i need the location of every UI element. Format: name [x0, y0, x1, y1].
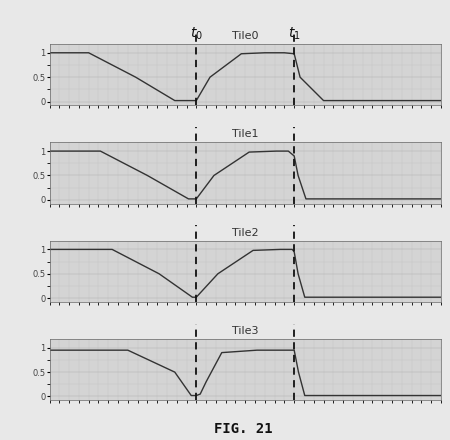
Text: Tile2: Tile2	[232, 227, 259, 238]
Text: Tile0: Tile0	[232, 31, 258, 41]
Text: Tile1: Tile1	[232, 129, 258, 139]
Text: FIG. 21: FIG. 21	[214, 422, 272, 436]
Text: Tile3: Tile3	[232, 326, 258, 336]
Text: $t_1$: $t_1$	[288, 26, 301, 42]
Text: $t_0$: $t_0$	[190, 26, 203, 42]
